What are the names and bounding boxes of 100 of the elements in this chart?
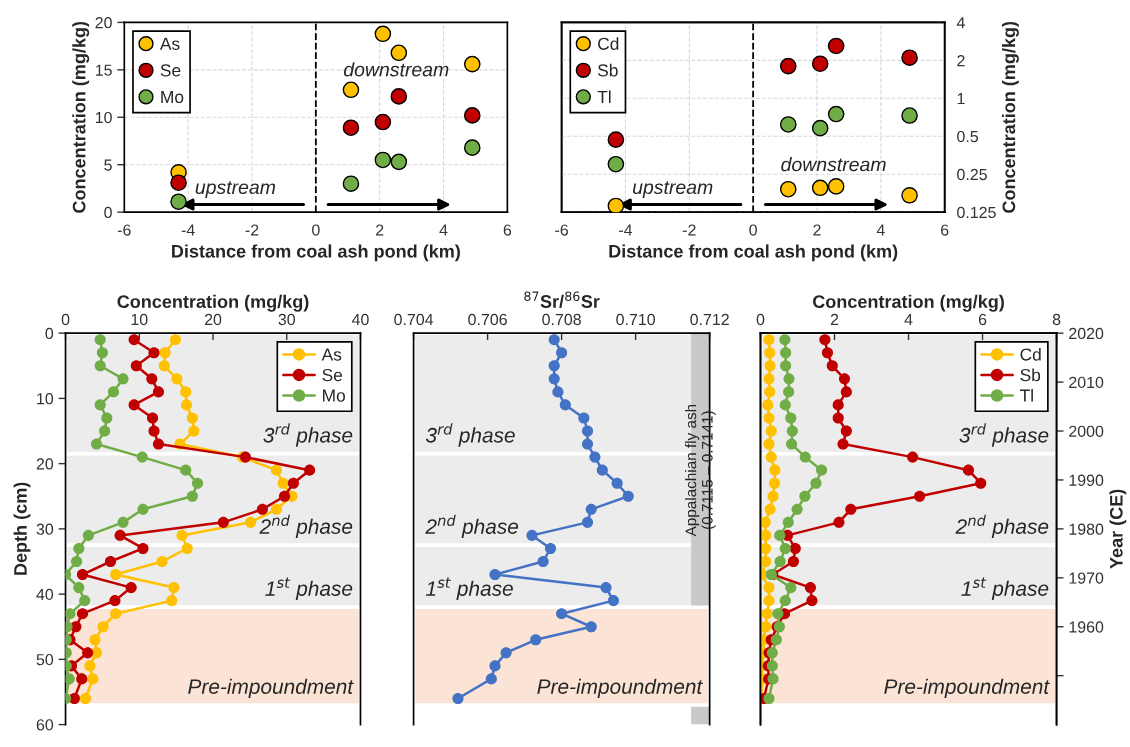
point — [556, 608, 568, 620]
x-tick-label: 0 — [312, 224, 320, 236]
point — [764, 386, 776, 398]
point — [342, 175, 360, 192]
point — [783, 373, 795, 385]
point — [789, 542, 801, 554]
y-tick-label: 50 — [36, 653, 54, 666]
y-tick-label: 10 — [37, 393, 54, 405]
y-tick-label: 40 — [36, 588, 54, 601]
x-tick-label: 2 — [830, 313, 839, 325]
point — [907, 451, 919, 463]
point — [374, 151, 392, 169]
point — [832, 399, 844, 411]
point — [342, 119, 360, 137]
annotation: downstream — [343, 62, 449, 77]
x-tick-label: 4 — [439, 224, 448, 236]
point — [390, 88, 408, 105]
x-tick-label: 0 — [756, 313, 765, 326]
point — [811, 119, 829, 137]
point — [774, 555, 786, 568]
band-label: 2$^{nd}$ phase — [425, 514, 519, 539]
legend-label: As — [159, 37, 180, 50]
point — [767, 490, 779, 502]
x-tick-label: 30 — [278, 313, 295, 326]
y-axis-title: Concentration (mg/kg) — [72, 21, 90, 213]
point — [607, 131, 625, 148]
point — [799, 451, 811, 463]
y2-tick-label: 4 — [956, 17, 965, 29]
y2-tick-label: 2000 — [1069, 425, 1104, 437]
y2-tick-label: 1 — [957, 93, 965, 105]
x-tick-label: 6 — [941, 224, 949, 236]
point — [489, 660, 501, 672]
point — [827, 105, 845, 123]
annotation: upstream — [632, 181, 713, 198]
point — [786, 425, 798, 437]
point — [827, 178, 845, 195]
band-label: 3$^{rd}$ phase — [263, 423, 353, 447]
point — [374, 25, 392, 43]
point — [763, 334, 775, 346]
x-tick-label: 0 — [61, 313, 70, 326]
point — [763, 412, 775, 424]
point — [901, 107, 918, 124]
point — [764, 347, 776, 359]
point — [500, 647, 512, 659]
x-tick-label: 0.708 — [542, 313, 581, 326]
point — [760, 555, 772, 568]
point — [763, 582, 775, 594]
y-tick-label: 60 — [36, 719, 54, 731]
x-tick-label: 8 — [1052, 313, 1061, 326]
y-tick-label: 10 — [95, 111, 112, 124]
band-label: 2$^{nd}$ phase — [955, 514, 1049, 539]
x-tick-label: 2 — [813, 224, 821, 236]
point — [770, 634, 782, 646]
point — [766, 660, 778, 672]
point — [589, 451, 601, 463]
legend-label: Sb — [1020, 368, 1041, 382]
y2-axis-title: Concentration (mg/kg) — [1002, 21, 1019, 213]
point — [826, 360, 838, 372]
band-label: Appalachian fly ash (0.7115 – 0.7141) — [685, 404, 716, 537]
point — [833, 516, 845, 528]
x-tick-label: 4 — [876, 224, 885, 236]
point — [763, 692, 775, 705]
point — [772, 608, 784, 620]
legend-label: Mo — [323, 389, 345, 402]
point — [581, 425, 594, 437]
y-tick-label: 0 — [104, 206, 112, 219]
point — [780, 347, 792, 359]
band-label: Pre-impoundment — [884, 678, 1050, 699]
point — [463, 107, 481, 124]
point — [374, 113, 392, 131]
point — [901, 187, 918, 204]
point — [780, 360, 792, 372]
point — [779, 595, 791, 607]
point — [779, 180, 797, 198]
point — [596, 464, 608, 476]
y2-tick-label: 1970 — [1069, 572, 1104, 584]
point — [774, 529, 786, 541]
x-tick-label: -4 — [181, 224, 195, 236]
point — [779, 57, 797, 75]
point — [838, 373, 851, 385]
y-tick-label: 0 — [45, 327, 54, 340]
y2-tick-label: 0.25 — [957, 168, 987, 181]
x-tick-label: -2 — [245, 224, 259, 236]
point — [760, 621, 772, 633]
legend-label: Tl — [597, 90, 611, 103]
point — [779, 334, 791, 346]
point — [840, 386, 852, 398]
point — [837, 438, 849, 450]
point — [760, 529, 772, 541]
x-tick-label: 2 — [376, 224, 384, 236]
legend-label: As — [321, 348, 342, 361]
point — [170, 193, 187, 211]
point — [764, 503, 776, 515]
point — [810, 477, 822, 489]
point — [811, 179, 829, 197]
point — [811, 55, 829, 73]
point — [779, 542, 791, 554]
point — [600, 582, 612, 594]
point — [779, 116, 797, 133]
y-tick-label: 30 — [36, 523, 54, 535]
